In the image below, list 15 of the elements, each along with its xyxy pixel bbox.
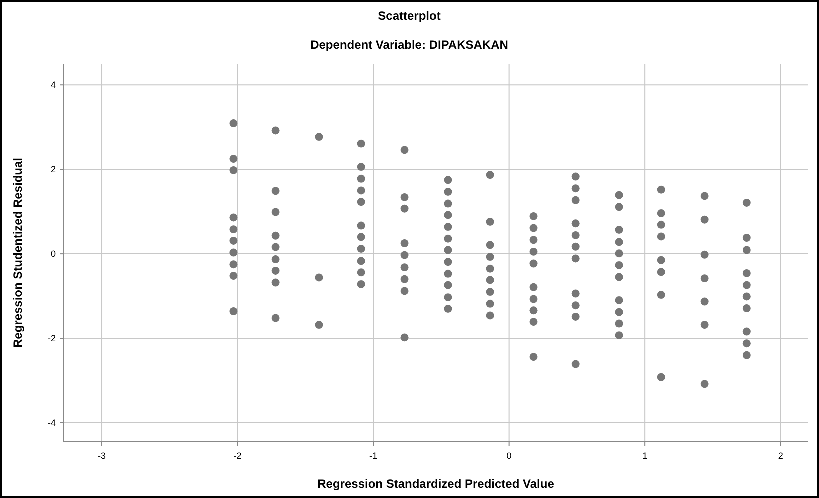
x-tick-label: 2 bbox=[778, 451, 784, 461]
chart-title: Scatterplot bbox=[378, 9, 441, 23]
y-tick-label: -4 bbox=[48, 418, 56, 428]
y-tick-label: 0 bbox=[50, 249, 56, 260]
y-tick-label: -2 bbox=[48, 334, 56, 344]
chart-subtitle: Dependent Variable: DIPAKSAKAN bbox=[310, 38, 508, 52]
x-tick-label: 1 bbox=[642, 451, 648, 461]
x-tick-label: 0 bbox=[506, 451, 512, 461]
x-axis-title: Regression Standardized Predicted Value bbox=[318, 477, 555, 491]
y-tick-label: 2 bbox=[50, 164, 56, 175]
y-tick-label: 4 bbox=[50, 80, 56, 90]
y-axis-title: Regression Studentized Residual bbox=[11, 158, 25, 348]
x-tick-label: -1 bbox=[370, 451, 378, 461]
x-tick-label: -2 bbox=[234, 451, 242, 461]
x-tick-label: -3 bbox=[98, 451, 106, 461]
